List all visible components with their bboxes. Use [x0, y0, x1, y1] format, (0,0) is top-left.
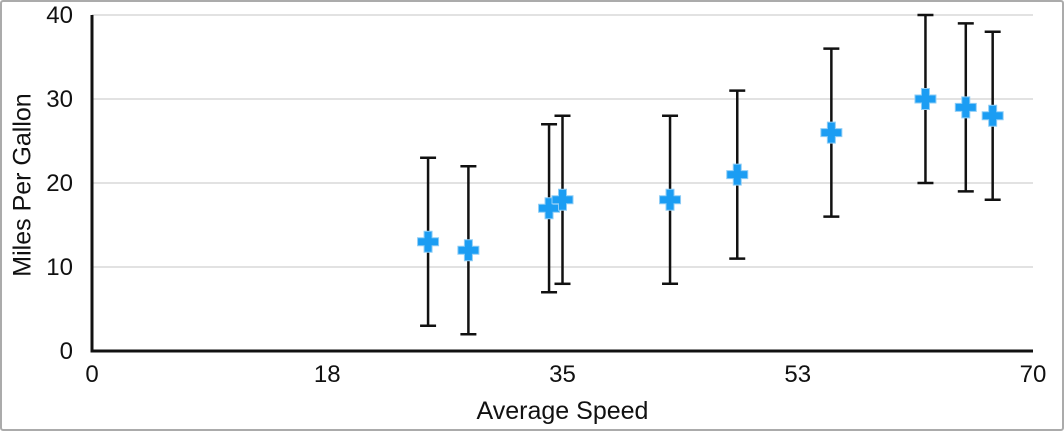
x-tick-label: 53: [784, 361, 811, 388]
data-point-marker: [981, 104, 1004, 127]
y-tick-label: 20: [46, 170, 73, 197]
data-point-marker: [457, 239, 480, 262]
x-tick-label: 0: [85, 361, 98, 388]
data-point-marker: [954, 96, 977, 119]
data-point-marker: [417, 230, 440, 253]
data-point-marker: [659, 188, 682, 211]
y-tick-label: 10: [46, 254, 73, 281]
y-tick-label: 0: [60, 338, 73, 365]
data-point-marker: [551, 188, 574, 211]
y-tick-label: 40: [46, 2, 73, 29]
x-tick-label: 18: [314, 361, 341, 388]
x-tick-label: 70: [1020, 361, 1047, 388]
data-point-marker: [914, 88, 937, 110]
y-axis-title: Miles Per Gallon: [8, 93, 37, 277]
data-point-marker: [726, 163, 749, 186]
data-point-marker: [820, 121, 843, 144]
x-tick-label: 35: [549, 361, 576, 388]
x-axis-title: Average Speed: [476, 397, 649, 425]
y-tick-label: 30: [46, 86, 73, 113]
